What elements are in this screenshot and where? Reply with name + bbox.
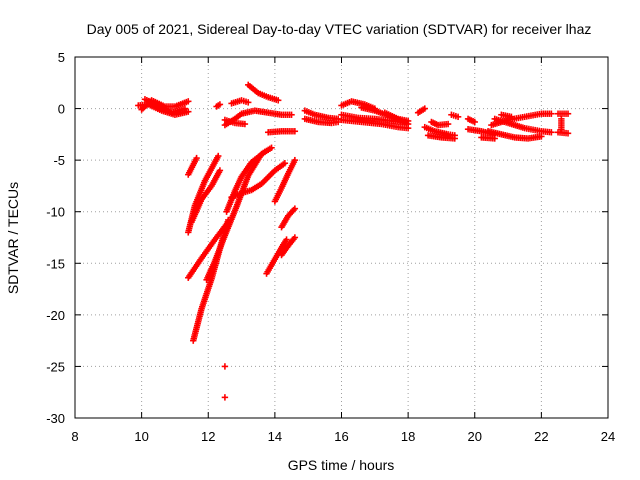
y-tick-label: -25: [46, 359, 65, 374]
y-tick-label: 5: [58, 50, 65, 65]
data-point: [268, 144, 275, 151]
y-tick-label: -10: [46, 205, 65, 220]
data-point: [291, 234, 299, 241]
y-tick-label: -15: [46, 256, 65, 271]
x-tick-label: 14: [268, 429, 282, 444]
data-point: [245, 99, 252, 106]
y-tick-label: -20: [46, 308, 65, 323]
y-tick-label: -30: [46, 411, 65, 426]
data-point: [548, 110, 555, 117]
y-tick-labels: 5 0 -5 -10 -15 -20 -25 -30: [46, 50, 65, 426]
data-points: [135, 81, 572, 401]
data-point: [288, 111, 295, 118]
data-point: [283, 236, 290, 243]
data-point: [275, 97, 282, 104]
data-point: [421, 105, 428, 112]
data-point: [185, 98, 192, 105]
y-tick-label: -5: [53, 153, 65, 168]
data-point: [334, 118, 342, 126]
grid-lines: [75, 57, 608, 418]
data-point: [216, 101, 224, 108]
x-tick-label: 10: [134, 429, 148, 444]
axis-ticks: [74, 56, 609, 419]
data-point: [215, 152, 222, 160]
data-point: [241, 120, 249, 128]
x-tick-label: 12: [201, 429, 215, 444]
data-point: [564, 110, 572, 117]
data-point: [221, 394, 229, 401]
data-point: [454, 113, 462, 121]
data-point: [193, 154, 200, 162]
x-tick-label: 16: [334, 429, 348, 444]
data-point: [471, 118, 478, 126]
x-tick-label: 8: [71, 429, 78, 444]
x-tick-labels: 8 10 12 14 16 18 20 22 24: [71, 429, 615, 444]
data-point: [281, 160, 289, 167]
data-point: [261, 148, 269, 156]
chart-title: Day 005 of 2021, Sidereal Day-to-day VTE…: [87, 21, 592, 37]
x-tick-label: 22: [534, 429, 548, 444]
data-point: [291, 156, 299, 164]
data-point: [216, 167, 224, 174]
x-tick-label: 20: [468, 429, 482, 444]
data-point: [291, 128, 299, 135]
data-point: [221, 363, 229, 370]
data-point: [451, 135, 458, 142]
data-point: [564, 130, 572, 137]
data-point: [444, 120, 452, 128]
y-axis-label: SDTVAR / TECUs: [5, 182, 21, 294]
y-tick-label: 0: [58, 102, 65, 117]
data-point: [491, 135, 498, 142]
data-point: [558, 126, 565, 133]
data-point: [185, 108, 192, 115]
x-axis-label: GPS time / hours: [288, 457, 395, 473]
data-point: [181, 105, 189, 112]
data-point: [291, 205, 299, 212]
data-point: [508, 113, 515, 121]
data-point: [404, 117, 412, 125]
x-tick-label: 24: [601, 429, 615, 444]
x-tick-label: 18: [401, 429, 415, 444]
data-point: [548, 129, 555, 136]
